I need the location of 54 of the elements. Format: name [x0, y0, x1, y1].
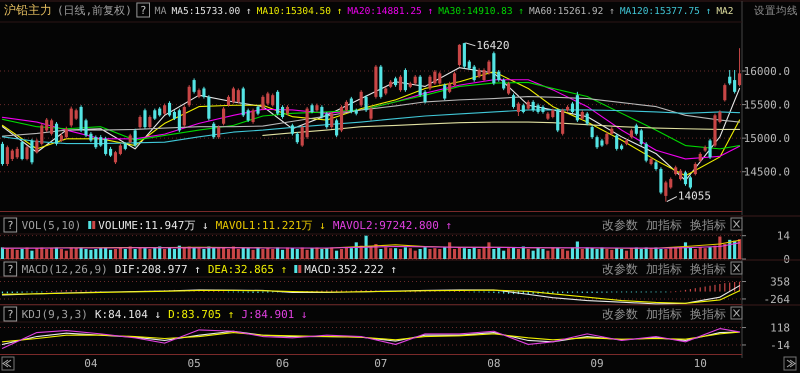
legend-label: VOLUME:11.947万 ↓: [98, 219, 209, 232]
text: MA10:15304.50 ↑: [256, 6, 342, 17]
y-tick-label: 15500.0: [744, 98, 790, 112]
y-tick-label: -14: [770, 338, 790, 352]
text: 换指标: [690, 218, 726, 232]
y-tick-label: -264: [764, 292, 790, 306]
text: 改参数: [602, 307, 638, 321]
x-tick-label: 06: [276, 357, 290, 370]
chart-title: KDJ(9,3,3): [22, 308, 88, 321]
chart-subtitle: (日线,前复权): [57, 4, 132, 17]
x-tick-label: 09: [590, 357, 604, 370]
y-tick-label: 14: [776, 230, 790, 243]
x-tick-label: 04: [84, 357, 98, 370]
x-tick-label: 07: [374, 357, 388, 370]
chart-title: MACD(12,26,9): [22, 263, 108, 276]
y-tick-label: 16000.0: [744, 65, 790, 78]
series-label: D:83.705 ↑: [168, 308, 234, 321]
annotation: 16420: [476, 38, 510, 52]
series-label: K:84.104 ↓: [94, 308, 162, 321]
text: 加指标: [646, 218, 682, 232]
text: MA60:15261.92 ↑: [529, 6, 615, 17]
series-label: J:84.901 ↓: [241, 308, 308, 321]
y-tick-label: 15000.0: [744, 132, 790, 146]
text: MA2: [716, 6, 734, 17]
text: 换指标: [690, 307, 726, 321]
text: ?: [140, 4, 146, 17]
text: 设置均线: [754, 4, 798, 17]
x-tick-label: 05: [187, 357, 201, 370]
annotation: 14055: [678, 190, 711, 203]
text: 改参数: [602, 262, 638, 276]
text: MA120:15377.75 ↑: [620, 6, 712, 17]
x-tick-label: 10: [694, 357, 707, 370]
series-label: DEA:32.865 ↑: [208, 263, 288, 276]
y-tick-label: 358: [770, 276, 790, 289]
text: 加指标: [646, 307, 682, 321]
text: ?: [7, 308, 14, 321]
text: MA30:14910.83 ↑: [438, 6, 524, 17]
text: ?: [7, 219, 14, 232]
series-label: DIF:208.977 ↑: [114, 263, 201, 276]
text: ?: [7, 263, 14, 276]
legend-label: MACD:352.222 ↑: [304, 263, 398, 276]
text: 加指标: [646, 262, 682, 276]
text: MA20:14881.25 ↑: [347, 6, 434, 17]
chart-title: VOL(5,10): [22, 219, 82, 232]
y-tick-label: 118: [770, 322, 790, 335]
y-tick-label: 14500.0: [744, 166, 790, 179]
chart-title: 沪铅主力: [4, 3, 52, 17]
text: MA: [154, 6, 167, 17]
series-label: MAVOL2:97242.800 ↑: [332, 219, 452, 232]
x-tick-label: 08: [487, 357, 500, 370]
series-label: MAVOL1:11.221万 ↓: [216, 219, 326, 232]
text: 换指标: [690, 262, 726, 276]
text: MA5:15733.00 ↑: [172, 6, 252, 17]
text: 改参数: [602, 218, 638, 232]
